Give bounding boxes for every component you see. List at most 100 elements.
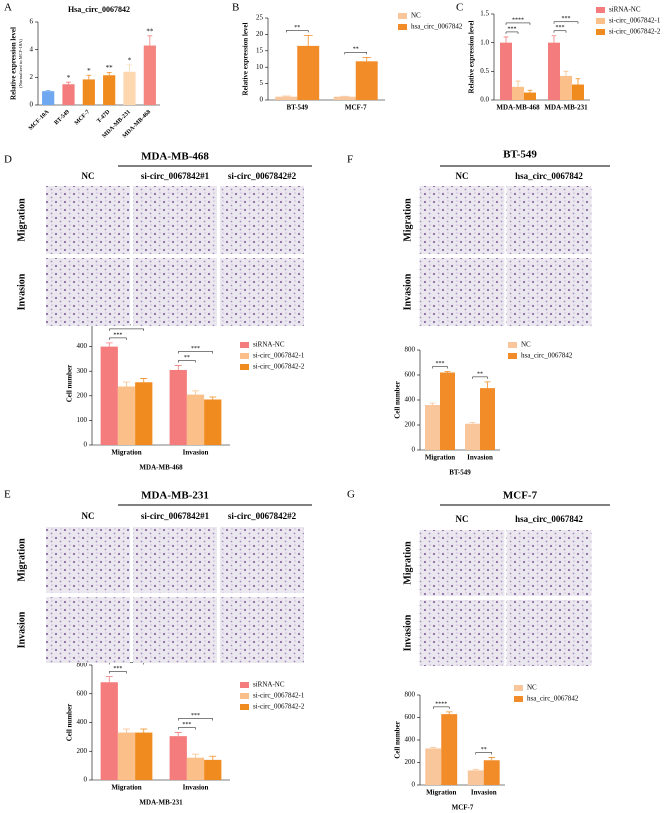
legend-label: hsa_circ_0067842 [527,695,579,703]
legend-swatch [240,682,249,688]
bar [117,386,136,445]
bar [204,399,222,445]
significance-label: *** [182,722,191,728]
bar [333,96,356,100]
significance-bracket [344,52,367,55]
significance-label: * [87,67,91,75]
significance-label: *** [191,346,200,352]
error-bar [192,753,199,758]
column-label: si-circ_0067842#1 [141,171,210,181]
micrograph [419,186,505,254]
bar [135,732,153,780]
bar [186,394,205,445]
legend-label: si-circ_0067842-1 [609,17,661,25]
bar [100,346,118,445]
significance-label: ** [477,371,483,377]
micrograph [506,258,592,326]
error-bar [106,72,112,76]
micrograph [133,527,217,593]
significance-bracket [475,752,492,755]
column-label: NC [456,514,469,524]
significance-bracket [505,31,519,34]
significance-bracket [178,727,196,730]
error-bar [123,381,130,387]
error-bar [472,768,479,771]
significance-label: *** [113,666,122,672]
significance-label: ** [146,27,154,35]
y-axis-label: Cell number [394,381,402,419]
y-tick-label: 400 [77,718,88,726]
legend-swatch [240,342,249,348]
y-tick-label: 0 [412,446,416,454]
bar [441,714,458,785]
x-axis-label: MDA-MB-468 [139,464,183,472]
y-tick-label: 800 [405,691,416,699]
error-bar [484,381,491,389]
error-bar [140,378,148,383]
x-tick-label: BT-549 [286,104,308,112]
legend-label: si-circ_0067842-1 [253,352,305,360]
panel-letter: B [232,2,239,14]
column-label: si-circ_0067842#2 [228,171,297,181]
micrograph [506,600,592,666]
micrograph [133,258,217,326]
micrograph [419,258,505,326]
panel-letter: A [4,2,12,14]
micrograph [220,258,304,326]
y-tick-label: 200 [77,391,88,399]
legend-swatch [398,13,407,19]
bar [169,369,187,445]
panel-letter: C [456,2,463,14]
significance-label: ** [106,64,114,72]
x-axis-label: MCF-7 [452,804,474,812]
micrograph [220,186,304,254]
column-label: si-circ_0067842#1 [141,511,210,521]
x-tick-label: Invasion [183,784,209,792]
y-tick-label: 400 [77,342,88,350]
legend-swatch [596,7,605,13]
significance-bracket [109,671,127,674]
micrograph [133,186,217,254]
y-tick-label: 20 [256,30,264,38]
row-label: Migration [16,198,27,242]
legend-label: si-circ_0067842-2 [609,28,661,36]
y-axis-label: Cell number [66,704,74,742]
legend-label: NC [527,684,537,692]
bar [275,96,298,100]
y-tick-label: 300 [77,367,88,375]
legend-swatch [240,704,249,710]
legend-swatch [240,693,249,699]
row-label: Migration [16,538,27,582]
y-axis-label: Relative expression level [10,27,18,100]
bar [103,75,116,105]
bar [297,45,320,100]
error-bar [563,70,569,76]
legend-swatch [596,29,605,35]
bar [572,84,584,100]
legend-swatch [514,696,523,702]
significance-bracket [432,366,448,369]
y-tick-label: 25 [256,14,264,22]
panel-letter: G [347,489,355,501]
significance-label: *** [436,361,445,367]
significance-label: * [67,74,71,82]
y-tick-label: 0 [84,441,88,449]
significance-label: *** [508,26,517,32]
legend-swatch [508,353,517,359]
x-tick-label: Migration [111,784,141,792]
significance-label: ** [481,747,487,753]
legend-label: hsa_circ_0067842 [411,23,463,31]
error-bar [429,402,436,405]
x-tick-label: T-47D [96,109,112,125]
error-bar [503,36,509,43]
panel-letter: E [4,489,11,501]
x-tick-label: Migration [111,449,141,457]
bar [169,736,187,780]
error-bar [209,755,217,760]
y-tick-label: 400 [405,396,416,404]
legend-label: si-circ_0067842-1 [253,692,305,700]
bar [82,79,95,105]
y-axis-label: Relative expression level [468,20,476,93]
error-bar [303,34,313,46]
